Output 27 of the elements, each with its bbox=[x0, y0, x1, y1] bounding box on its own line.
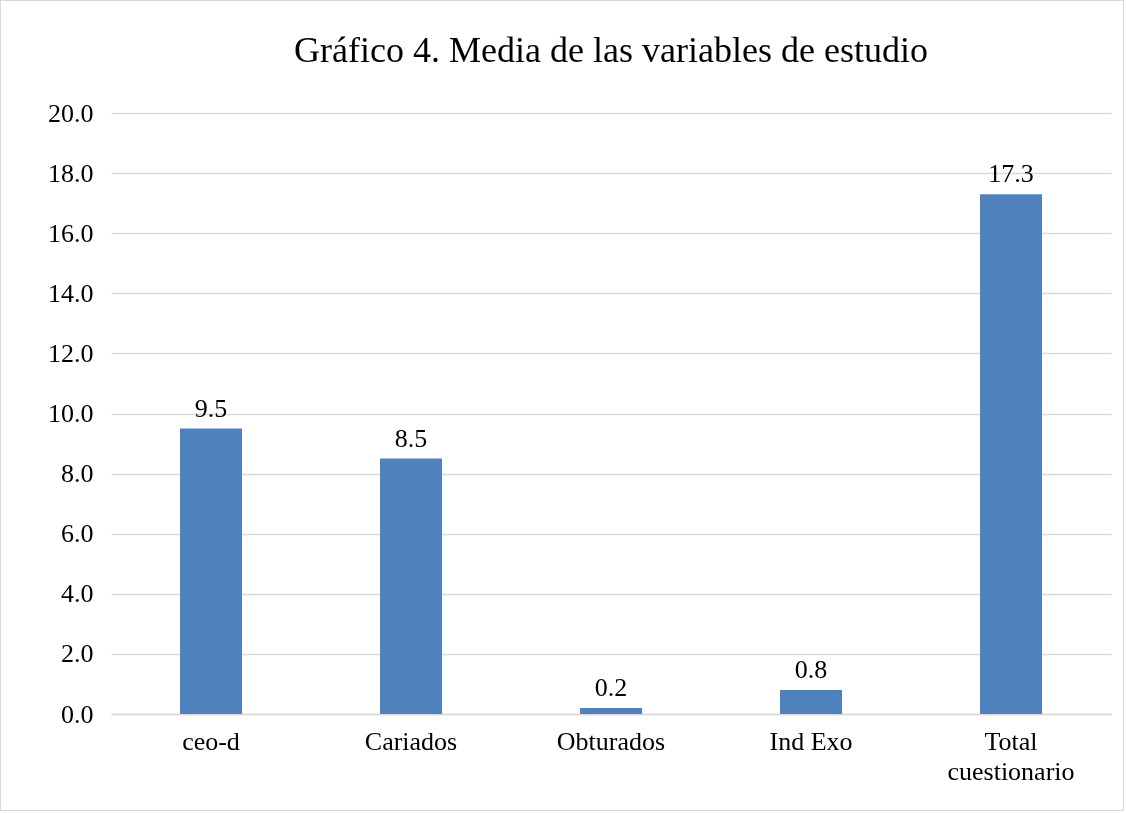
bar bbox=[980, 194, 1042, 714]
y-tick-label: 16.0 bbox=[48, 218, 94, 248]
y-tick-label: 10.0 bbox=[48, 399, 94, 428]
x-tick-label: Ind Exo bbox=[769, 726, 853, 756]
x-tick-label: ceo-d bbox=[182, 726, 240, 756]
y-tick-label: 0.0 bbox=[61, 699, 94, 729]
data-label: 17.3 bbox=[988, 159, 1034, 189]
x-tick-label: Obturados bbox=[556, 726, 666, 756]
data-label: 9.5 bbox=[194, 393, 228, 423]
y-tick-label: 8.0 bbox=[61, 459, 94, 489]
x-tick-label: Cariados bbox=[364, 726, 458, 756]
bar bbox=[780, 689, 842, 714]
y-tick-label: 2.0 bbox=[61, 639, 94, 669]
y-tick-label: 4.0 bbox=[61, 579, 94, 609]
chart-title: Gráfico 4. Media de las variables de estudio bbox=[294, 30, 928, 70]
y-tick-label: 18.0 bbox=[48, 158, 94, 188]
x-tick-label: Total cuestionario bbox=[947, 726, 1075, 786]
y-tick-label: 6.0 bbox=[61, 519, 94, 549]
data-label: 8.5 bbox=[394, 423, 428, 453]
bar bbox=[580, 707, 642, 714]
bar bbox=[380, 458, 442, 714]
bar bbox=[180, 428, 242, 714]
y-tick-label: 12.0 bbox=[48, 338, 94, 368]
y-tick-label: 20.0 bbox=[48, 98, 94, 128]
y-tick-label: 14.0 bbox=[48, 278, 94, 308]
data-label: 0.8 bbox=[794, 654, 828, 684]
data-label: 0.2 bbox=[594, 672, 628, 702]
